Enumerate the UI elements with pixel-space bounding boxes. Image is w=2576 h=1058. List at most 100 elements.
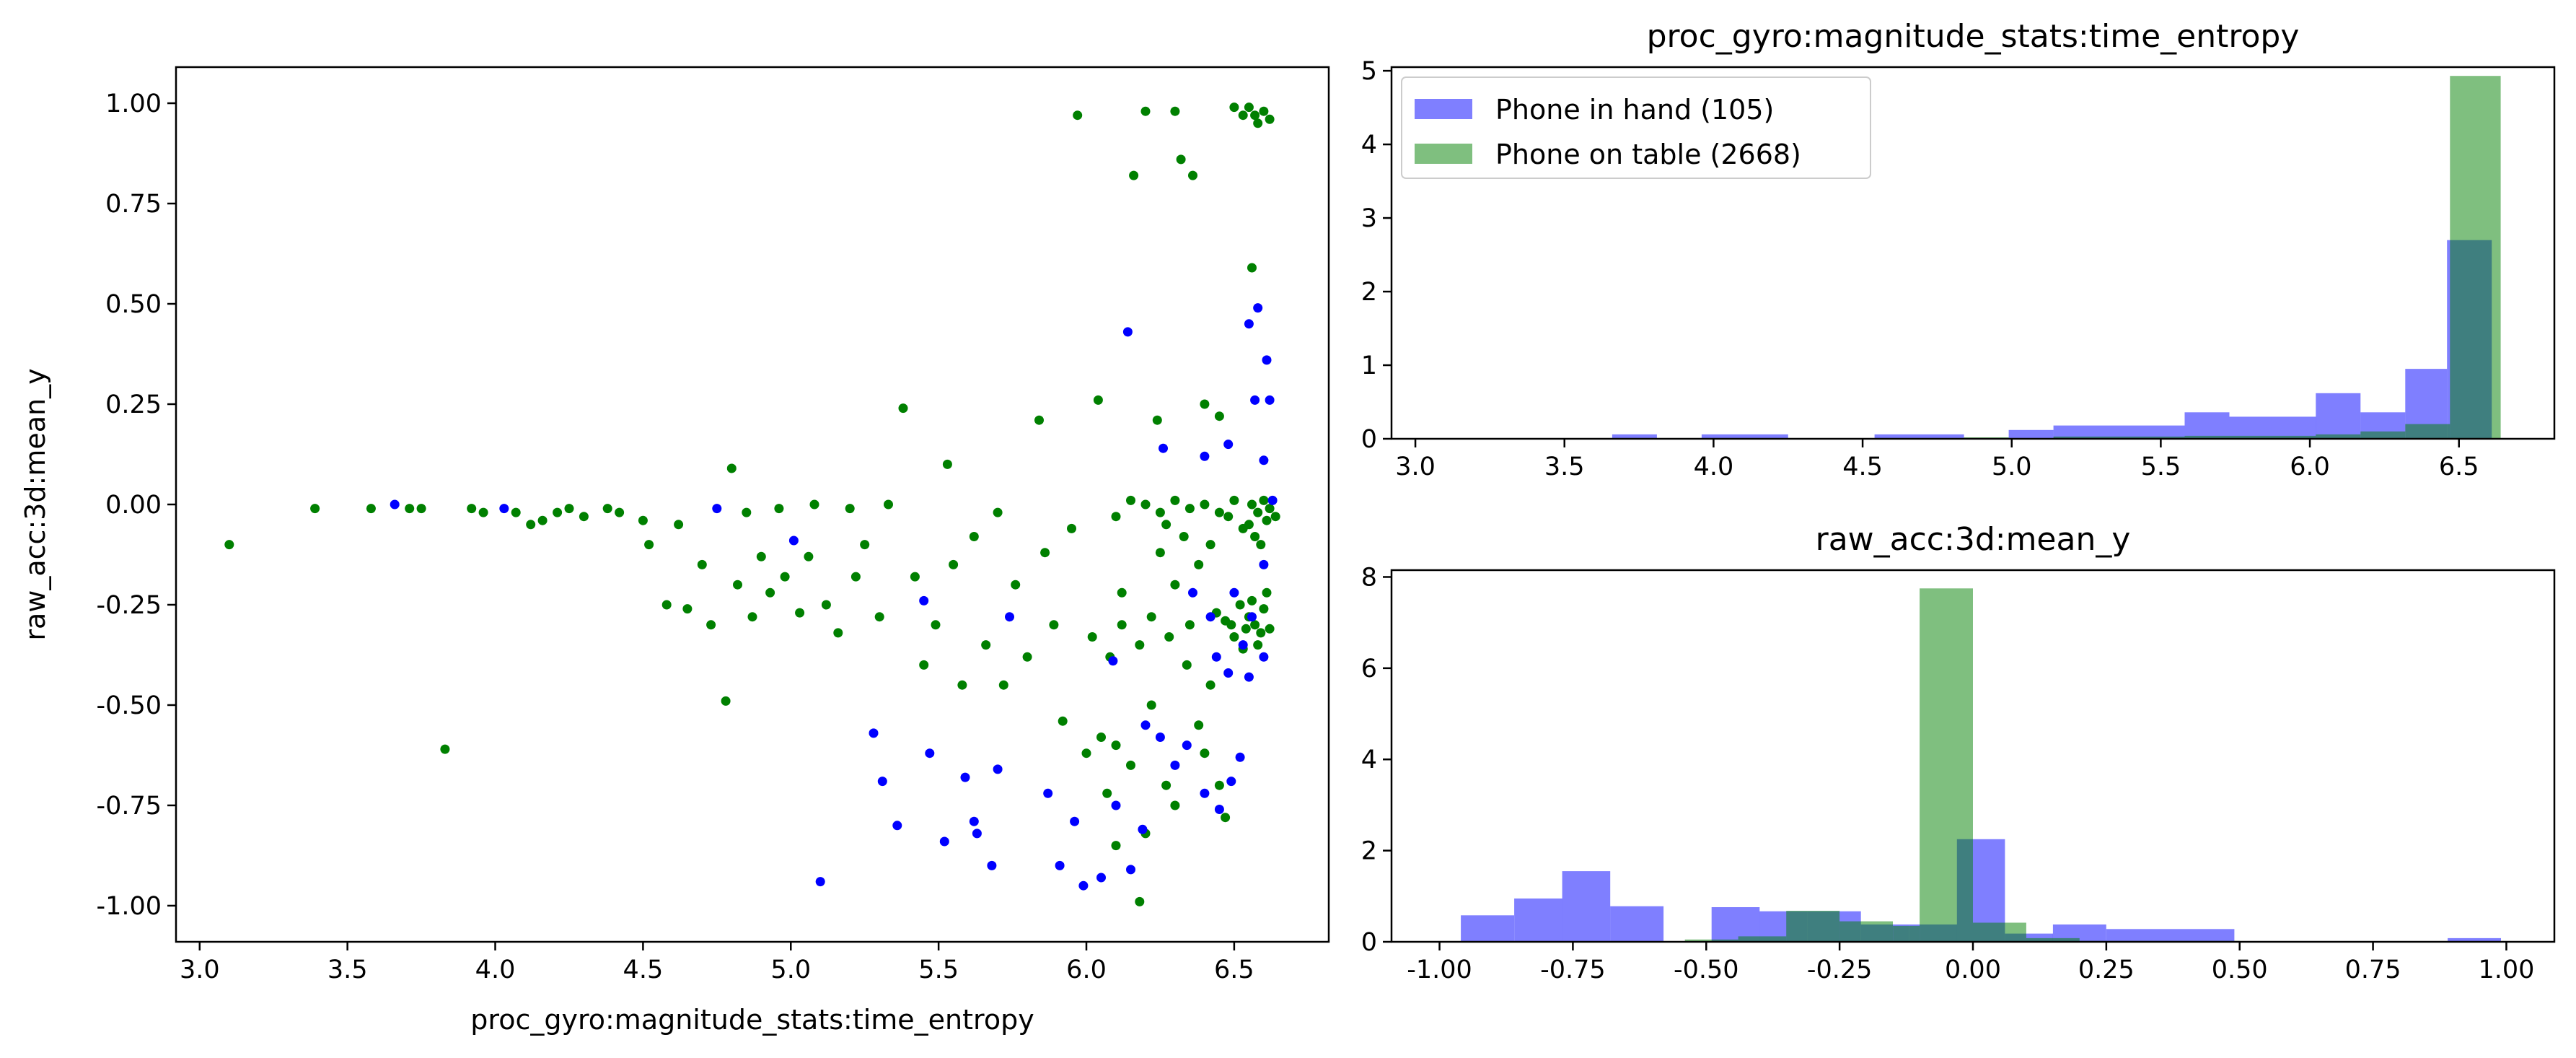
scatter-point-phone-on-table <box>949 559 959 569</box>
scatter-point-phone-on-table <box>898 403 908 414</box>
scatter-point-phone-on-table <box>1250 620 1260 630</box>
hist-time-entropy-x-tick-label: 3.5 <box>1544 453 1585 481</box>
scatter-x-tick-label: 6.5 <box>1214 956 1254 984</box>
scatter-point-phone-on-table <box>1161 520 1171 530</box>
hist-time-entropy-bar-phone-in-hand <box>1701 434 1788 439</box>
scatter-point-phone-on-table <box>1040 548 1050 558</box>
scatter-point-phone-on-table <box>1238 110 1248 121</box>
histogram-time-entropy-frame <box>1390 66 2556 440</box>
scatter-point-phone-on-table <box>1256 540 1266 550</box>
legend: Phone in hand (105) Phone on table (2668… <box>1401 76 1871 179</box>
scatter-point-phone-on-table <box>440 744 450 754</box>
hist-mean-y-bar-phone-on-table <box>2026 937 2080 942</box>
histogram-time-entropy: proc_gyro:magnitude_stats:time_entropy 3… <box>1361 18 2556 481</box>
scatter-point-phone-on-table <box>809 499 819 510</box>
hist-time-entropy-bar-phone-in-hand <box>2053 425 2185 439</box>
scatter-point-phone-on-table <box>780 572 790 582</box>
scatter-point-phone-on-table <box>1117 620 1127 630</box>
scatter-point-phone-in-hand <box>1055 860 1065 870</box>
hist-time-entropy-bar-phone-in-hand <box>1612 434 1657 439</box>
scatter-point-phone-on-table <box>310 504 320 514</box>
scatter-point-phone-on-table <box>366 504 376 514</box>
legend-label-phone-in-hand: Phone in hand (105) <box>1495 94 1774 126</box>
scatter-point-phone-in-hand <box>1250 395 1260 405</box>
scatter-point-phone-on-table <box>1265 624 1275 634</box>
scatter-point-phone-in-hand <box>1253 303 1263 313</box>
scatter-point-phone-on-table <box>884 499 893 510</box>
scatter-point-phone-on-table <box>1146 700 1156 710</box>
scatter-point-phone-on-table <box>1259 604 1269 614</box>
hist-mean-y-x-tick-label: 0.50 <box>2212 956 2268 984</box>
hist-time-entropy-bar-phone-on-table <box>2053 436 2185 439</box>
scatter-point-phone-on-table <box>1194 720 1204 730</box>
hist-mean-y-y-tick-label: 2 <box>1361 837 1377 866</box>
scatter-point-phone-in-hand <box>788 535 799 546</box>
scatter-point-phone-on-table <box>860 540 870 550</box>
scatter-point-phone-on-table <box>747 612 757 622</box>
hist-mean-y-bar-phone-in-hand <box>2005 933 2053 942</box>
hist-time-entropy-y-tick-label: 3 <box>1361 204 1377 233</box>
hist-time-entropy-x-tick-label: 4.5 <box>1842 453 1883 481</box>
scatter-point-phone-on-table <box>969 532 979 541</box>
scatter-axes-frame <box>175 66 1330 943</box>
scatter-point-phone-on-table <box>1200 499 1210 510</box>
scatter-point-phone-on-table <box>1262 515 1272 525</box>
hist-time-entropy-x-tick-label: 6.5 <box>2439 453 2479 481</box>
scatter-point-phone-on-table <box>1170 495 1180 505</box>
scatter-point-phone-on-table <box>998 680 1008 690</box>
scatter-x-tick-label: 5.0 <box>770 956 811 984</box>
hist-time-entropy-x-tick-label: 5.0 <box>1992 453 2032 481</box>
scatter-point-phone-on-table <box>1265 114 1275 124</box>
scatter-point-phone-in-hand <box>1138 824 1148 834</box>
scatter-point-phone-in-hand <box>1267 495 1278 505</box>
scatter-point-phone-in-hand <box>499 504 509 514</box>
scatter-point-phone-on-table <box>1247 499 1257 510</box>
scatter-x-tick-label: 3.5 <box>328 956 368 984</box>
hist-time-entropy-bar-phone-in-hand <box>1874 434 1964 439</box>
scatter-point-phone-on-table <box>1096 733 1106 742</box>
histogram-mean-y: raw_acc:3d:mean_y -1.00 -0.75 -0.50 -0.25 0.… <box>1361 521 2556 984</box>
scatter-y-tick-label: -1.00 <box>96 892 162 921</box>
histogram-mean-y-bars <box>1461 588 2501 942</box>
scatter-point-phone-on-table <box>1182 660 1192 670</box>
scatter-point-phone-in-hand <box>1200 788 1210 798</box>
scatter-point-phone-on-table <box>1117 587 1127 598</box>
scatter-point-phone-in-hand <box>1244 319 1254 329</box>
scatter-point-phone-on-table <box>467 504 477 514</box>
scatter-point-phone-in-hand <box>1211 652 1221 662</box>
scatter-point-phone-in-hand <box>1265 395 1275 405</box>
hist-mean-y-y-tick-label: 4 <box>1361 746 1377 774</box>
scatter-x-tick-label: 3.0 <box>180 956 220 984</box>
hist-mean-y-y-tick-label: 8 <box>1361 563 1377 592</box>
scatter-y-tick-label: -0.25 <box>96 591 162 620</box>
legend-label-phone-on-table: Phone on table (2668) <box>1495 139 1801 170</box>
scatter-point-phone-on-table <box>674 520 684 530</box>
scatter-point-phone-on-table <box>1200 399 1210 409</box>
scatter-y-tick-label: -0.75 <box>96 792 162 821</box>
scatter-point-phone-on-table <box>993 507 1003 517</box>
scatter-point-phone-in-hand <box>925 748 935 758</box>
scatter-point-phone-on-table <box>1140 499 1151 510</box>
scatter-point-phone-on-table <box>682 604 693 614</box>
hist-time-entropy-x-tick-label: 3.0 <box>1395 453 1436 481</box>
scatter-point-phone-in-hand <box>1214 805 1224 814</box>
scatter-point-phone-in-hand <box>815 877 825 887</box>
scatter-y-tick-label: 0.50 <box>105 290 162 319</box>
scatter-point-phone-on-table <box>765 587 775 598</box>
hist-mean-y-bar-phone-in-hand <box>1562 871 1611 942</box>
scatter-y-tick-label: 0.75 <box>105 190 162 219</box>
scatter-point-phone-in-hand <box>892 821 902 831</box>
scatter-point-phone-on-table <box>564 504 574 514</box>
scatter-point-phone-on-table <box>1058 716 1068 726</box>
scatter-y-tick-label: 0.25 <box>105 390 162 419</box>
scatter-point-phone-in-hand <box>1188 587 1197 598</box>
scatter-point-phone-on-table <box>1184 620 1195 630</box>
scatter-point-phone-on-table <box>1170 106 1180 116</box>
hist-time-entropy-bar-phone-on-table <box>2316 434 2361 439</box>
scatter-point-phone-in-hand <box>1043 788 1053 798</box>
scatter-point-phone-in-hand <box>1126 865 1135 875</box>
hist-time-entropy-bar-phone-in-hand <box>2229 416 2316 439</box>
hist-mean-y-bar-phone-on-table <box>1839 921 1893 942</box>
scatter-point-phone-in-hand <box>1170 760 1180 770</box>
scatter-point-phone-on-table <box>1205 680 1216 690</box>
